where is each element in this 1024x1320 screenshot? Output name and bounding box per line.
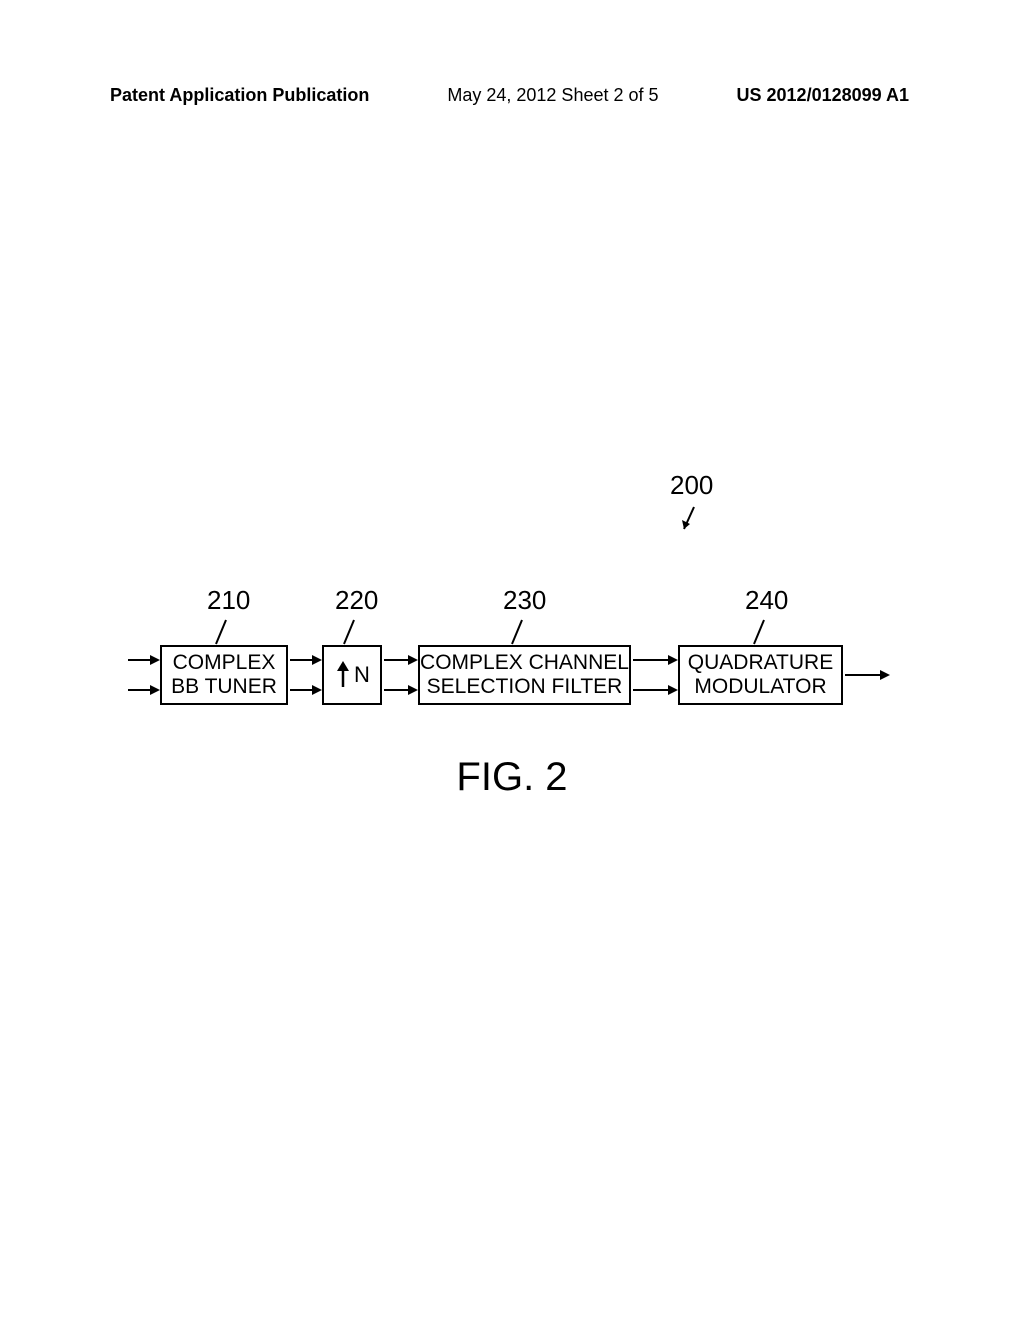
block-210-line2: BB TUNER (171, 675, 277, 699)
ref-240-label: 240 (745, 585, 788, 616)
ref-220-label: 220 (335, 585, 378, 616)
block-210-line1: COMPLEX (173, 651, 276, 675)
arrow-230-240-top-head (668, 655, 678, 665)
block-230-line1: COMPLEX CHANNEL (420, 651, 629, 675)
ref-210-label: 210 (207, 585, 250, 616)
arrow-out-head (880, 670, 890, 680)
ref-240-leader-line (750, 618, 770, 646)
ref-230-leader-line (508, 618, 528, 646)
arrow-220-230-bottom (384, 689, 408, 691)
arrow-out (845, 674, 880, 676)
arrow-230-240-top (633, 659, 668, 661)
arrow-210-220-bottom (290, 689, 312, 691)
up-arrow-icon (334, 661, 352, 689)
figure-label: FIG. 2 (0, 755, 1024, 800)
header-center: May 24, 2012 Sheet 2 of 5 (447, 85, 658, 106)
ref-220-leader-line (340, 618, 360, 646)
arrow-220-230-bottom-head (408, 685, 418, 695)
block-complex-channel-selection-filter: COMPLEX CHANNEL SELECTION FILTER (418, 645, 631, 705)
arrow-210-220-bottom-head (312, 685, 322, 695)
arrow-230-240-bottom (633, 689, 668, 691)
arrow-220-230-top (384, 659, 408, 661)
page-header: Patent Application Publication May 24, 2… (0, 85, 1024, 106)
upsampler-content: N (324, 647, 380, 703)
arrow-in-bottom (128, 689, 150, 691)
arrow-in-top-head (150, 655, 160, 665)
block-complex-bb-tuner: COMPLEX BB TUNER (160, 645, 288, 705)
block-240-line1: QUADRATURE (688, 651, 833, 675)
block-230-line2: SELECTION FILTER (427, 675, 623, 699)
ref-200-label: 200 (670, 470, 713, 501)
block-240-line2: MODULATOR (694, 675, 826, 699)
arrow-210-220-top-head (312, 655, 322, 665)
upsampler-n: N (354, 662, 370, 687)
arrow-220-230-top-head (408, 655, 418, 665)
arrow-210-220-top (290, 659, 312, 661)
header-right: US 2012/0128099 A1 (737, 85, 909, 106)
header-left: Patent Application Publication (110, 85, 369, 106)
arrow-in-bottom-head (150, 685, 160, 695)
ref-200-leader-line (680, 505, 700, 535)
block-quadrature-modulator: QUADRATURE MODULATOR (678, 645, 843, 705)
arrow-in-top (128, 659, 150, 661)
ref-230-label: 230 (503, 585, 546, 616)
block-upsampler: N (322, 645, 382, 705)
ref-210-leader-line (212, 618, 232, 646)
arrow-230-240-bottom-head (668, 685, 678, 695)
